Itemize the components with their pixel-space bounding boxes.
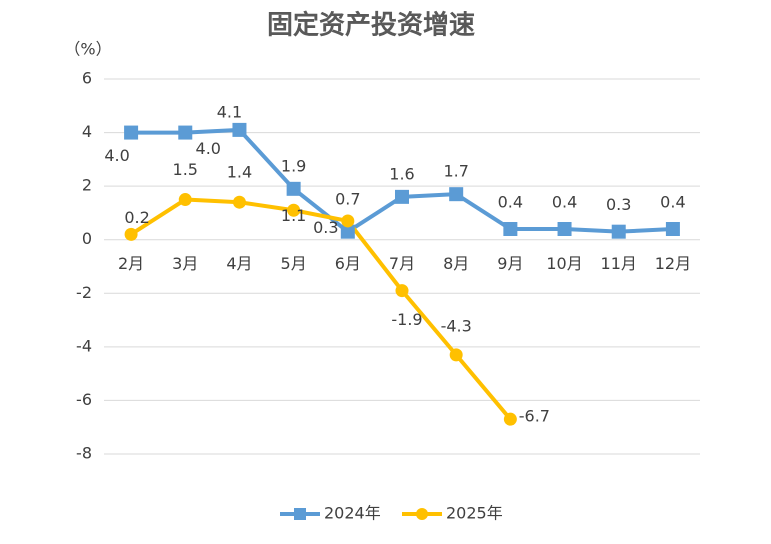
x-tick-label: 2月 [118, 254, 144, 273]
marker [340, 224, 355, 239]
marker [124, 227, 138, 241]
y-tick-label: -8 [76, 444, 92, 463]
data-label: 0.3 [606, 195, 631, 214]
data-label: 4.0 [104, 146, 129, 165]
marker [503, 222, 518, 236]
x-tick-label: 6月 [335, 254, 361, 273]
marker [557, 222, 572, 236]
data-label: 0.4 [498, 193, 523, 212]
data-label: 4.1 [217, 102, 242, 121]
legend-marker [416, 508, 428, 520]
data-label: 0.3 [313, 218, 338, 237]
data-label: 1.9 [281, 156, 306, 175]
marker [124, 125, 139, 140]
y-tick-label: -2 [76, 283, 92, 302]
data-label: 0.7 [335, 189, 360, 208]
y-tick-label: 0 [82, 229, 92, 248]
x-tick-label: 3月 [172, 254, 198, 273]
marker [287, 203, 301, 217]
data-label: 0.4 [552, 193, 577, 212]
marker [286, 181, 301, 196]
legend-marker [294, 508, 306, 520]
series-line [130, 197, 512, 421]
marker [395, 189, 409, 204]
marker [503, 412, 517, 426]
x-tick-label: 8月 [443, 254, 469, 273]
marker [449, 187, 464, 202]
marker [395, 284, 409, 298]
legend-label: 2024年 [324, 504, 381, 523]
marker [611, 224, 626, 239]
y-axis-label: （%） [64, 40, 111, 59]
y-tick-label: 4 [82, 122, 92, 141]
x-tick-label: 10月 [546, 254, 582, 273]
marker [178, 193, 192, 207]
marker [665, 222, 680, 236]
marker [232, 195, 246, 209]
data-label: -4.3 [441, 316, 472, 335]
data-label: 1.5 [173, 160, 198, 179]
data-label: 0.4 [660, 193, 685, 212]
x-tick-label: 5月 [281, 254, 307, 273]
y-tick-label: 6 [82, 69, 92, 88]
x-tick-label: 12月 [655, 254, 691, 273]
data-label: 1.7 [443, 162, 468, 181]
y-tick-label: -6 [76, 390, 92, 409]
legend-label: 2025年 [446, 504, 503, 523]
data-label: 1.4 [227, 163, 252, 182]
x-tick-label: 4月 [226, 254, 252, 273]
marker [341, 214, 355, 228]
chart-title: 固定资产投资增速 [267, 10, 475, 41]
marker [232, 122, 247, 137]
marker [178, 125, 193, 140]
y-tick-label: -4 [76, 336, 92, 355]
data-label: -1.9 [391, 310, 422, 329]
x-tick-label: 9月 [497, 254, 523, 273]
data-label: 0.2 [124, 208, 149, 227]
data-label: -6.7 [519, 407, 550, 426]
data-label: 1.6 [389, 164, 414, 183]
data-label: 1.1 [281, 206, 306, 225]
x-tick-label: 7月 [389, 254, 415, 273]
marker [449, 348, 463, 362]
x-tick-label: 11月 [601, 254, 637, 273]
data-label: 4.0 [196, 139, 221, 158]
y-tick-label: 2 [82, 176, 92, 195]
